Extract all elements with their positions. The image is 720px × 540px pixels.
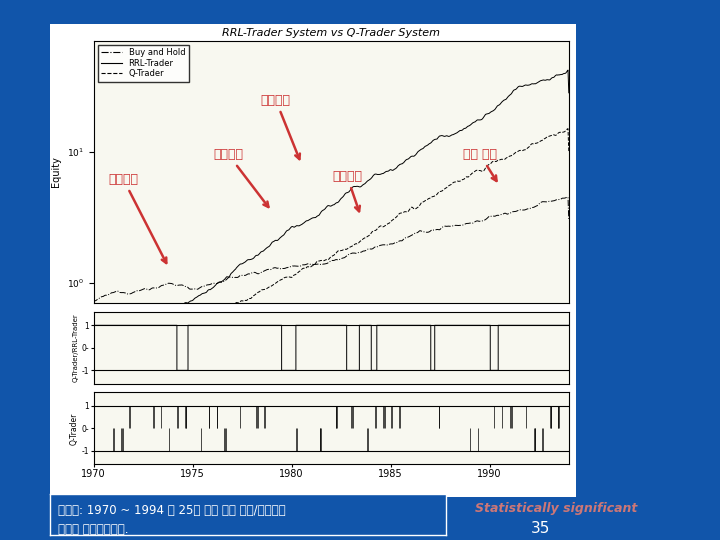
RRL-Trader — [369, 172, 378, 178]
RRL-Trader — [407, 153, 415, 160]
Q-Trader — [212, 309, 220, 315]
Text: Statistically significant: Statistically significant — [475, 502, 638, 515]
Text: BioIntelligence Lab.: BioIntelligence Lab. — [200, 522, 297, 532]
Buy and Hold — [407, 232, 415, 239]
Q-Trader — [407, 204, 415, 211]
Line: Q-Trader: Q-Trader — [94, 129, 569, 390]
Text: 시장조정: 시장조정 — [261, 93, 300, 159]
Text: 시장은 예측가능했다.: 시장은 예측가능했다. — [58, 523, 129, 536]
Buy and Hold — [564, 194, 572, 200]
Q-Trader — [447, 181, 456, 187]
Buy and Hold — [174, 282, 182, 288]
Line: RRL-Trader: RRL-Trader — [94, 70, 569, 377]
RRL-Trader — [174, 303, 182, 310]
Q-Trader — [174, 321, 182, 327]
Q-Trader — [564, 148, 573, 155]
RRL-Trader — [89, 374, 98, 381]
Y-axis label: Q-Trader/RRL-Trader: Q-Trader/RRL-Trader — [73, 313, 79, 382]
Buy and Hold — [369, 245, 378, 251]
Title: RRL-Trader System vs Q-Trader System: RRL-Trader System vs Q-Trader System — [222, 28, 440, 38]
Buy and Hold — [89, 321, 98, 327]
Buy and Hold — [305, 261, 313, 267]
Y-axis label: Q-Trader: Q-Trader — [70, 412, 79, 444]
Buy and Hold — [212, 280, 220, 287]
RRL-Trader — [447, 132, 456, 138]
Q-Trader — [305, 264, 313, 270]
RRL-Trader — [564, 67, 572, 73]
Q-Trader — [564, 125, 572, 132]
Buy and Hold — [447, 223, 456, 230]
RRL-Trader — [212, 282, 220, 288]
RRL-Trader — [305, 217, 313, 224]
Buy and Hold — [564, 217, 573, 224]
Q-Trader — [369, 228, 378, 234]
Text: 시장붕괴: 시장붕괴 — [332, 170, 362, 211]
Text: 대전제: 1970 ~ 1994 의 25년 동안 미국 증권/재무증권: 대전제: 1970 ~ 1994 의 25년 동안 미국 증권/재무증권 — [58, 504, 286, 517]
RRL-Trader — [564, 90, 573, 96]
Y-axis label: Equity: Equity — [51, 157, 61, 187]
Line: Buy and Hold: Buy and Hold — [94, 197, 569, 324]
Text: 35: 35 — [531, 521, 549, 536]
Text: 걸프 전쟁: 걸프 전쟁 — [463, 148, 497, 181]
Text: 오일쇼크: 오일쇼크 — [108, 173, 166, 263]
Q-Trader — [89, 387, 98, 394]
Text: 통화긴축: 통화긴축 — [213, 148, 269, 207]
Legend: Buy and Hold, RRL-Trader, Q-Trader: Buy and Hold, RRL-Trader, Q-Trader — [98, 45, 189, 82]
